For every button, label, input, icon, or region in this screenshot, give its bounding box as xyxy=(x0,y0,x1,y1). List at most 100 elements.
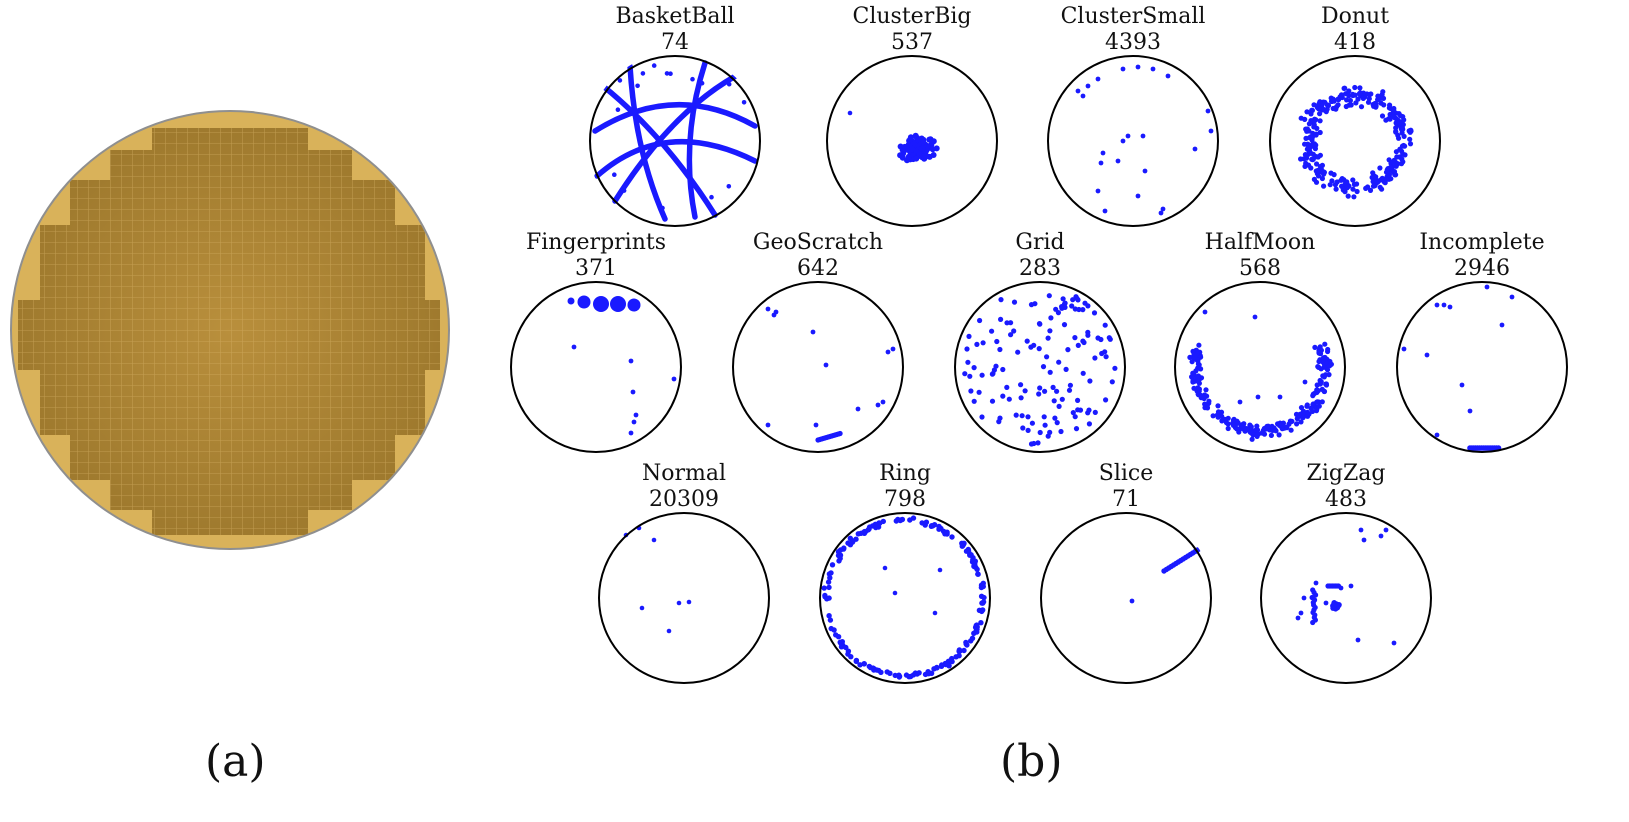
defect-point xyxy=(1321,361,1327,367)
defect-point xyxy=(971,398,977,404)
defect-point xyxy=(1301,595,1307,601)
wafer-map-name: BasketBall xyxy=(615,4,735,29)
wafer-map-zigzag xyxy=(1260,512,1432,684)
defect-point xyxy=(668,71,673,76)
defect-point xyxy=(1013,412,1019,418)
defect-point xyxy=(1311,124,1317,130)
wafer-map-name: ClusterBig xyxy=(852,4,972,29)
wafer-outline xyxy=(1260,512,1432,684)
defect-point xyxy=(875,402,881,408)
defect-point xyxy=(1072,414,1078,420)
defect-point xyxy=(1344,179,1350,185)
defect-point xyxy=(1310,156,1316,162)
defect-point xyxy=(1020,425,1026,431)
defect-point xyxy=(1424,352,1430,358)
defect-point xyxy=(893,518,899,524)
defect-point xyxy=(826,613,832,619)
defect-point xyxy=(1103,354,1109,360)
defect-point xyxy=(1329,178,1335,184)
defect-point xyxy=(1354,181,1360,187)
defect-point xyxy=(1075,342,1081,348)
defect-point xyxy=(1298,419,1304,425)
defect-point xyxy=(1008,332,1014,338)
defect-point xyxy=(726,184,732,189)
defect-pattern xyxy=(765,306,896,443)
defect-point xyxy=(1102,322,1108,328)
defect-point xyxy=(1120,138,1126,144)
defect-point xyxy=(1334,179,1340,185)
panel-b-caption: (b) xyxy=(1000,736,1063,787)
wafer-map-normal xyxy=(598,512,770,684)
defect-point xyxy=(1484,284,1490,290)
wafer-map-count: 71 xyxy=(1112,487,1140,512)
defect-point xyxy=(1047,369,1053,375)
defect-point xyxy=(980,607,986,613)
defect-point xyxy=(1150,66,1156,72)
defect-point xyxy=(903,672,910,678)
defect-point xyxy=(890,346,896,352)
defect-point xyxy=(1069,303,1075,309)
wafer-map-name: Fingerprints xyxy=(525,230,667,255)
defect-point xyxy=(1202,309,1208,315)
wafer-map-count: 20309 xyxy=(649,487,719,512)
defect-point xyxy=(1309,107,1315,113)
defect-point xyxy=(1401,346,1407,352)
defect-point xyxy=(1350,177,1356,183)
defect-point xyxy=(1358,104,1365,110)
defect-point xyxy=(1048,315,1054,321)
defect-point xyxy=(1346,88,1352,94)
defect-point xyxy=(1025,427,1031,433)
defect-point xyxy=(617,78,623,83)
defect-point xyxy=(1323,372,1329,378)
defect-point xyxy=(1208,128,1214,134)
defect-point xyxy=(974,341,980,347)
defect-point xyxy=(577,295,591,309)
defect-point xyxy=(1059,396,1065,402)
defect-point xyxy=(1204,405,1211,411)
defect-point xyxy=(837,639,843,645)
defect-point xyxy=(896,673,903,680)
defect-point xyxy=(949,658,955,665)
defect-point xyxy=(1100,150,1106,156)
wafer-map-slice xyxy=(1040,512,1212,684)
defect-point xyxy=(1294,421,1300,427)
defect-point xyxy=(835,634,842,640)
defect-point xyxy=(1316,106,1322,112)
defect-point xyxy=(1037,385,1043,391)
defect-point xyxy=(1298,115,1304,121)
wafer-map-donut xyxy=(1269,55,1441,227)
wafer-outline xyxy=(1047,55,1219,227)
defect-point xyxy=(1202,401,1208,407)
defect-point xyxy=(1346,93,1352,99)
defect-point xyxy=(866,663,872,670)
defect-point xyxy=(989,398,996,404)
defect-point xyxy=(968,552,974,558)
defect-pattern xyxy=(1129,542,1208,604)
wafer-outline xyxy=(826,55,998,227)
wafer-map-clustersmall xyxy=(1047,55,1219,227)
defect-point xyxy=(1392,163,1398,169)
defect-point xyxy=(1382,180,1388,186)
defect-point xyxy=(1317,111,1323,117)
defect-point xyxy=(1401,117,1407,123)
defect-point xyxy=(635,83,640,89)
defect-point xyxy=(1067,382,1073,388)
defect-pattern xyxy=(1295,527,1397,646)
defect-point xyxy=(1247,422,1253,428)
defect-point xyxy=(880,399,886,405)
defect-point xyxy=(1065,347,1071,353)
defect-point xyxy=(1324,102,1330,108)
defect-point xyxy=(1059,305,1065,311)
defect-point xyxy=(1300,408,1307,414)
defect-point xyxy=(1085,303,1091,309)
defect-point xyxy=(1356,91,1362,97)
defect-point xyxy=(612,172,617,177)
defect-point xyxy=(686,599,692,605)
defect-point xyxy=(1288,427,1294,433)
defect-point xyxy=(871,667,877,673)
defect-point xyxy=(1383,527,1389,533)
defect-point xyxy=(1370,170,1376,176)
defect-point xyxy=(1348,583,1354,589)
defect-point xyxy=(926,136,933,143)
wafer-outline xyxy=(510,281,682,453)
